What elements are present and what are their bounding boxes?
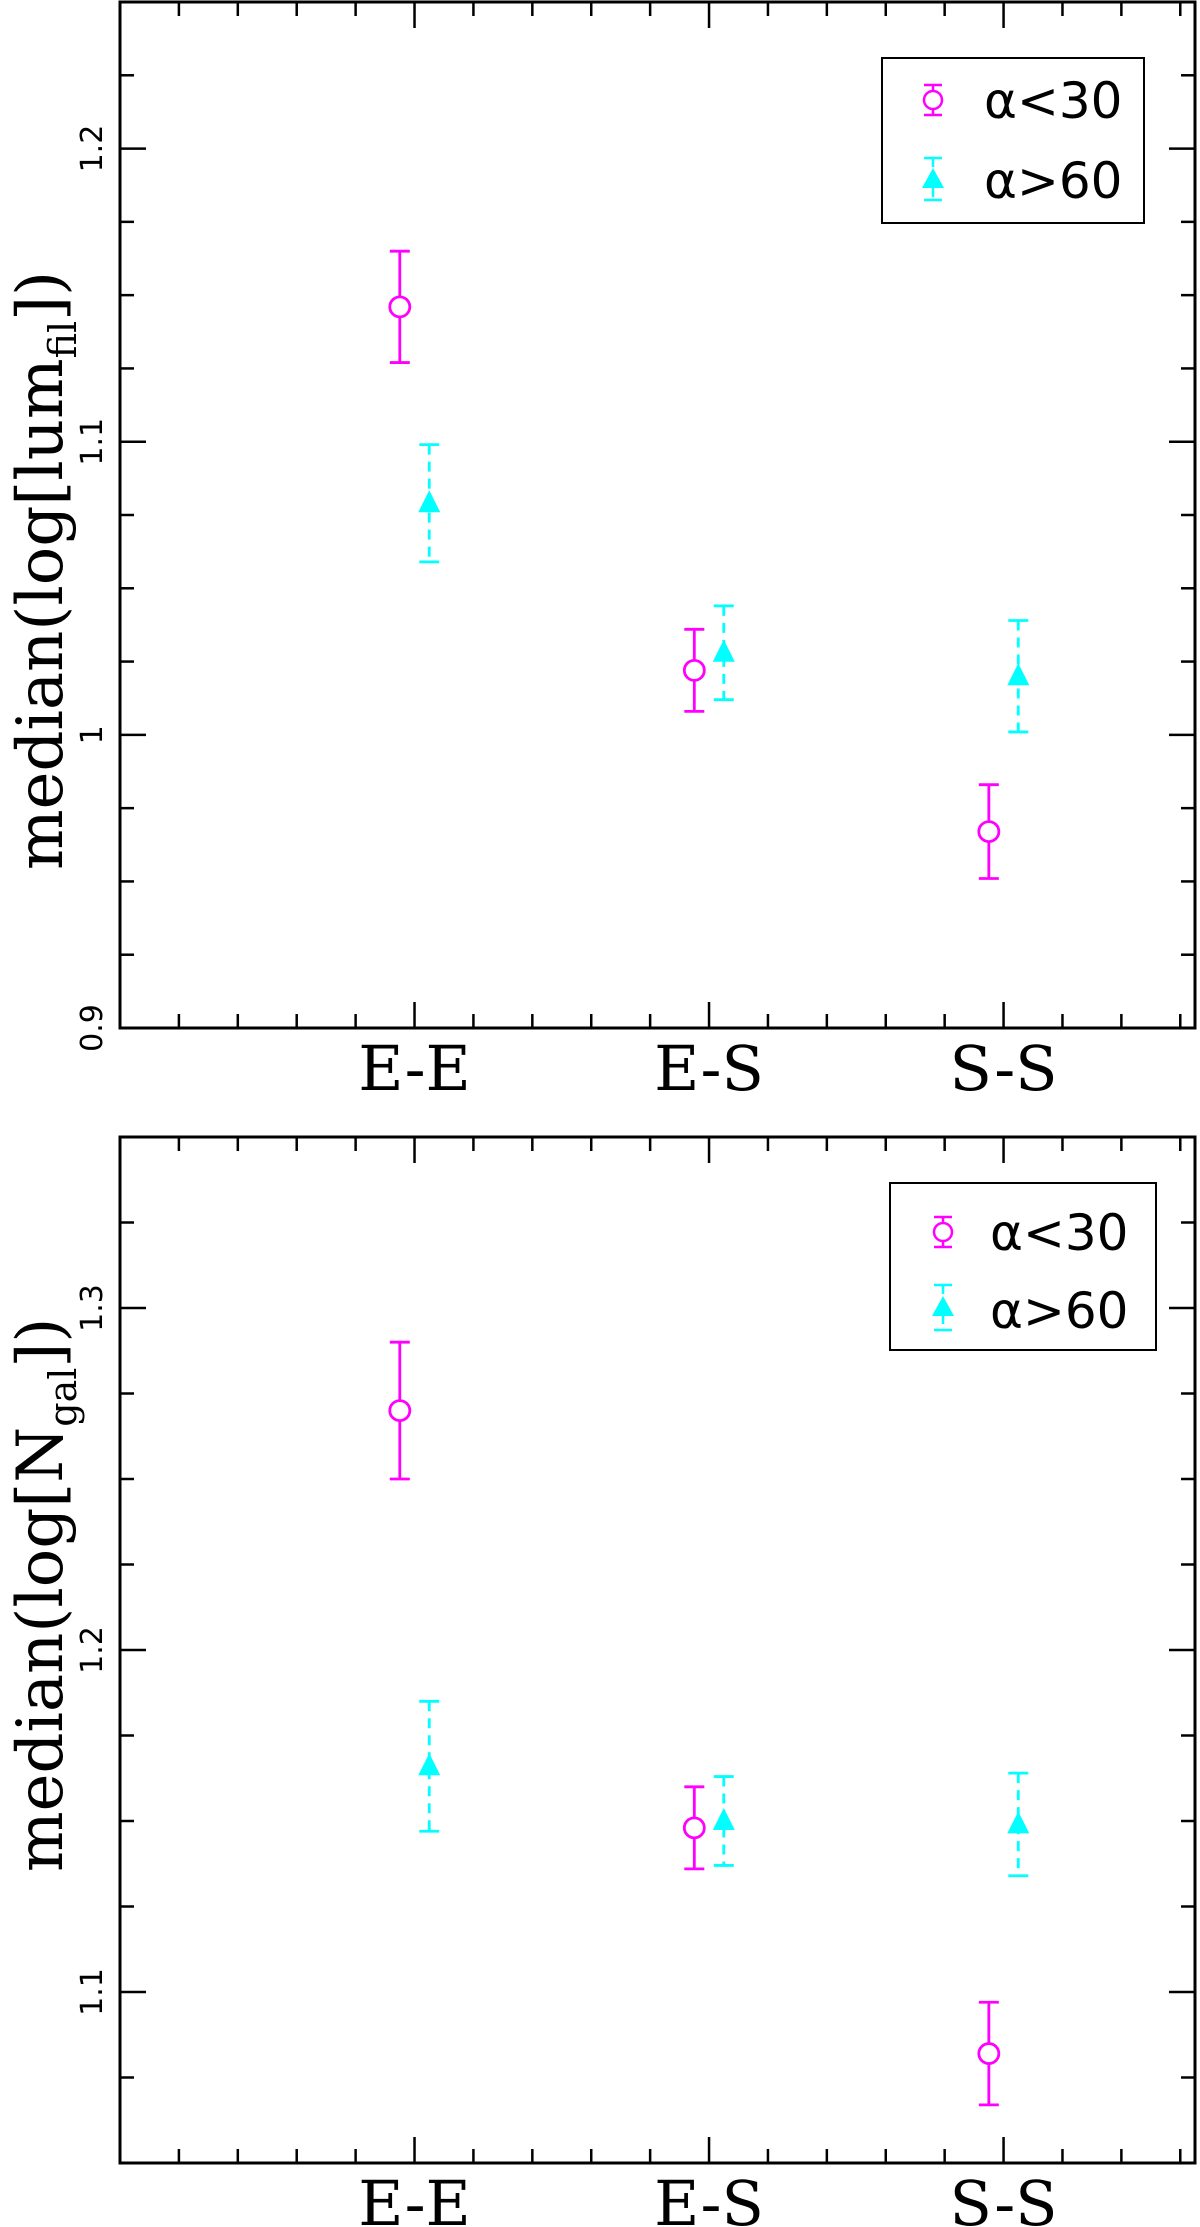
point-alpha-gt-60-E-E <box>418 1699 441 1833</box>
point-alpha-gt-60-S-S <box>1007 1771 1030 1878</box>
legend: α<30 α>60 <box>881 57 1145 224</box>
x-tick-label: E-S <box>654 1032 764 1105</box>
y-axis-label: median(log[lumfil]) <box>4 271 85 870</box>
y-tick-label: 1.2 <box>75 125 110 173</box>
x-tick-label: E-E <box>358 1032 471 1105</box>
panel-lum-fil: 0.911.11.2E-E E-S S-S median(log[lumfil]) … <box>4 0 1197 1105</box>
legend-label-alpha-gt-60: α>60 <box>990 1282 1128 1340</box>
y-tick-label: 1.1 <box>75 1968 110 2016</box>
legend-marker-alpha-gt-60 <box>932 1283 954 1332</box>
y-axis-label-sub: gal <box>41 1368 85 1427</box>
panel-n-gal: 1.1 1.2 1.3 E-E E-S S-S median(log[Ngal]) α<3… <box>4 1135 1197 2227</box>
x-tick-label: E-E <box>358 2167 471 2227</box>
point-alpha-lt-30-E-E <box>388 249 412 364</box>
y-tick-label: 1.3 <box>75 1284 110 1332</box>
y-axis-label-main: median(log[N <box>4 1427 78 1872</box>
point-alpha-gt-60-E-S <box>712 1775 735 1867</box>
legend-label-alpha-gt-60: α>60 <box>984 152 1122 210</box>
point-alpha-lt-30-E-E <box>388 1340 412 1481</box>
axes: 0.9 1 1.1 1.2 E-E E-S S-S <box>75 0 1195 1105</box>
legend-marker-alpha-gt-60 <box>922 156 944 202</box>
y-axis-label-end: ]) <box>4 271 78 321</box>
legend-label-alpha-lt-30: α<30 <box>984 72 1122 130</box>
point-alpha-lt-30-E-S <box>682 627 706 713</box>
axes: 1.1 1.2 1.3 E-E E-S S-S <box>75 1135 1195 2227</box>
x-tick-label: E-S <box>654 2167 764 2227</box>
legend: α<30 α>60 <box>889 1182 1157 1351</box>
legend-marker-alpha-lt-30 <box>932 1215 954 1249</box>
point-alpha-lt-30-S-S <box>977 2000 1001 2107</box>
y-axis-label-end: ]) <box>4 1318 78 1368</box>
y-axis-label: median(log[Ngal]) <box>4 1318 85 1872</box>
y-axis-label-sub: fil <box>41 321 85 359</box>
legend-label-alpha-lt-30: α<30 <box>990 1204 1128 1262</box>
point-alpha-gt-60-E-E <box>418 443 441 564</box>
y-tick-label: 1.2 <box>75 1626 110 1674</box>
y-tick-label: 1 <box>75 725 110 744</box>
data-marks <box>388 1340 1030 2107</box>
point-alpha-lt-30-E-S <box>682 1785 706 1871</box>
y-tick-label: 0.9 <box>75 1004 110 1052</box>
point-alpha-gt-60-E-S <box>712 604 735 702</box>
x-tick-label: S-S <box>949 1032 1057 1105</box>
legend-box <box>889 1182 1157 1351</box>
y-tick-label: 1.1 <box>75 418 110 466</box>
x-tick-label: S-S <box>949 2167 1057 2227</box>
y-axis-label-main: median(log[lum <box>4 358 78 870</box>
data-marks <box>388 249 1030 880</box>
point-alpha-gt-60-S-S <box>1007 619 1030 734</box>
legend-marker-alpha-lt-30 <box>922 83 944 117</box>
point-alpha-lt-30-S-S <box>977 783 1001 880</box>
